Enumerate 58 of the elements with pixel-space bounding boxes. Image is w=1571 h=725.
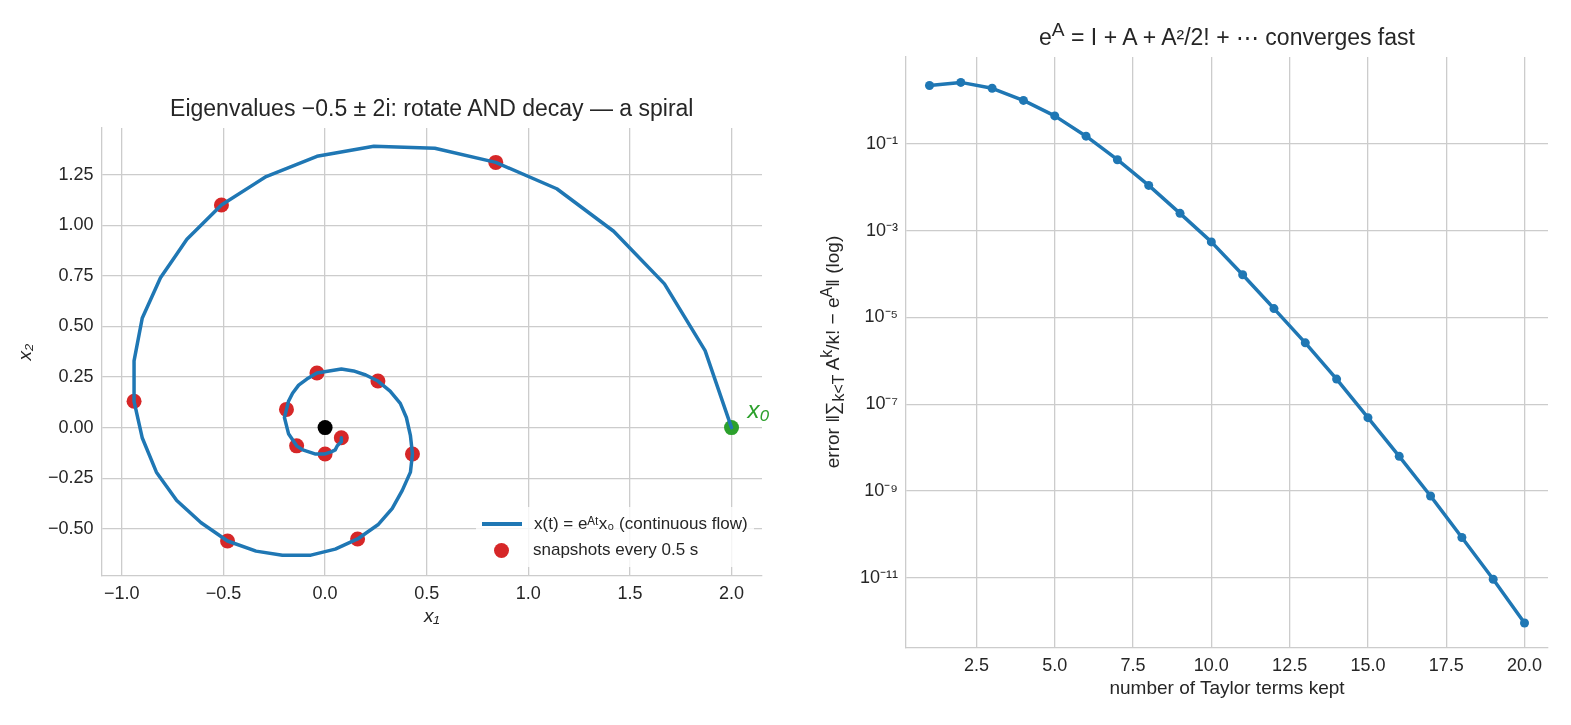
chart-title: Eigenvalues −0.5 ± 2i: rotate AND decay — a spiral xyxy=(170,95,694,122)
y-tick-label: 1.00 xyxy=(58,214,94,235)
x-tick-label: 20.0 xyxy=(1506,655,1543,676)
point xyxy=(956,77,966,87)
x-tick-label: 12.5 xyxy=(1272,655,1308,676)
x-tick-label: 17.5 xyxy=(1428,655,1464,676)
point xyxy=(1300,338,1310,348)
point xyxy=(1050,111,1060,121)
point xyxy=(1175,208,1185,218)
y-tick-label: 0.25 xyxy=(58,365,94,386)
point xyxy=(1238,270,1248,280)
point xyxy=(1426,491,1436,501)
y-axis-title: x₂ xyxy=(14,343,36,361)
y-tick-label: 10⁻⁹ xyxy=(864,480,899,501)
point xyxy=(1206,237,1216,247)
y-tick-label: 10⁻¹¹ xyxy=(859,566,899,587)
point xyxy=(1394,451,1404,461)
point xyxy=(1488,574,1498,584)
y-tick-label: 10⁻⁵ xyxy=(864,306,899,327)
annotation: x₀ xyxy=(746,396,770,424)
x-tick-label: −0.5 xyxy=(205,583,242,604)
point xyxy=(1081,131,1091,141)
y-tick-label: 0.50 xyxy=(58,315,94,336)
y-tick-label: 1.25 xyxy=(58,163,94,184)
x-tick-label: 5.0 xyxy=(1042,655,1068,676)
y-tick-label: 10⁻⁷ xyxy=(865,393,899,414)
y-tick-label: −0.50 xyxy=(48,517,94,538)
point xyxy=(1144,180,1154,190)
point xyxy=(317,420,333,436)
x-tick-label: 2.5 xyxy=(963,655,989,676)
point xyxy=(1018,95,1028,105)
y-tick-label: 10⁻³ xyxy=(865,219,899,240)
y-tick-label: −0.25 xyxy=(48,467,94,488)
point xyxy=(1457,533,1467,543)
legend-label: snapshots every 0.5 s xyxy=(533,540,699,561)
x-tick-label: 0.5 xyxy=(414,583,440,604)
x-axis-title: x₁ xyxy=(424,605,440,628)
x-tick-label: 1.5 xyxy=(617,583,643,604)
x-tick-label: 2.0 xyxy=(719,583,745,604)
y-tick-label: 0.75 xyxy=(58,264,94,285)
point xyxy=(1520,618,1530,628)
y-tick-label: 10⁻¹ xyxy=(865,132,899,153)
x-tick-label: 7.5 xyxy=(1120,655,1146,676)
x-tick-label: 15.0 xyxy=(1350,655,1386,676)
point xyxy=(1363,413,1373,423)
point xyxy=(1112,155,1122,165)
x-tick-label: 1.0 xyxy=(515,583,541,604)
y-tick-label: 0.00 xyxy=(58,416,94,437)
x-axis-title: number of Taylor terms kept xyxy=(1109,677,1345,700)
chart-title: e$^{A}$ = I + A + A²/2! + ⋯ converges fast xyxy=(1039,19,1415,51)
x-tick-label: −1.0 xyxy=(104,583,140,604)
point xyxy=(987,83,997,93)
x-tick-label: 10.0 xyxy=(1193,655,1229,676)
point xyxy=(1332,374,1342,384)
x-tick-label: 0.0 xyxy=(312,583,338,604)
point xyxy=(925,81,934,91)
legend-label: x(t) = eᴬᵗx₀ (continuous flow) xyxy=(534,514,748,535)
point xyxy=(1269,304,1279,314)
